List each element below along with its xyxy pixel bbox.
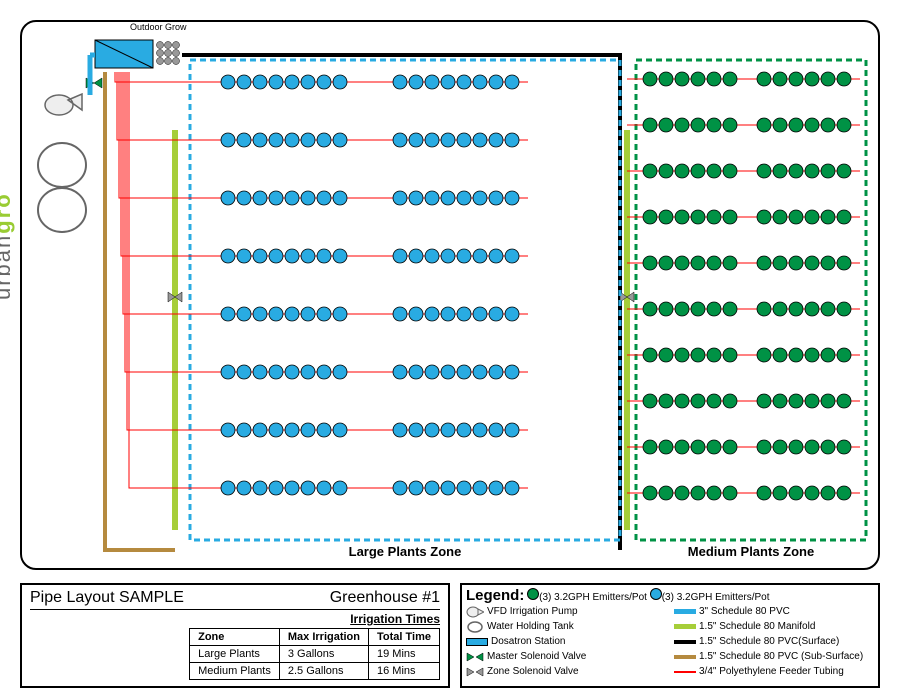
legend-item: 3" Schedule 80 PVC [674, 604, 874, 619]
legend-column-left: VFD Irrigation PumpWater Holding TankDos… [466, 604, 666, 679]
irrigation-times-table: ZoneMax IrrigationTotal Time Large Plant… [189, 628, 440, 680]
legend-item: 3/4" Polyethylene Feeder Tubing [674, 664, 874, 679]
legend-item: VFD Irrigation Pump [466, 604, 666, 619]
large-zone-label: Large Plants Zone [190, 544, 620, 559]
legend-item: 1.5" Schedule 80 PVC(Surface) [674, 634, 874, 649]
legend-panel: Legend: (3) 3.2GPH Emitters/Pot (3) 3.2G… [460, 583, 880, 688]
panel-title: Pipe Layout SAMPLE [30, 589, 184, 607]
legend-item: Dosatron Station [466, 634, 666, 649]
legend-item: Master Solenoid Valve [466, 649, 666, 664]
info-panel: Pipe Layout SAMPLE Greenhouse #1 Irrigat… [20, 583, 450, 688]
legend-item: Water Holding Tank [466, 619, 666, 634]
legend-item: 1.5" Schedule 80 Manifold [674, 619, 874, 634]
legend-item: 1.5" Schedule 80 PVC (Sub-Surface) [674, 649, 874, 664]
legend-header: Legend: (3) 3.2GPH Emitters/Pot (3) 3.2G… [466, 587, 874, 604]
medium-zone-label: Medium Plants Zone [636, 544, 866, 559]
legend-title: Legend: [466, 587, 524, 604]
legend-item: Zone Solenoid Valve [466, 664, 666, 679]
times-heading: Irrigation Times [30, 612, 440, 626]
panel-subtitle: Greenhouse #1 [330, 589, 440, 607]
legend-column-right: 3" Schedule 80 PVC1.5" Schedule 80 Manif… [674, 604, 874, 679]
